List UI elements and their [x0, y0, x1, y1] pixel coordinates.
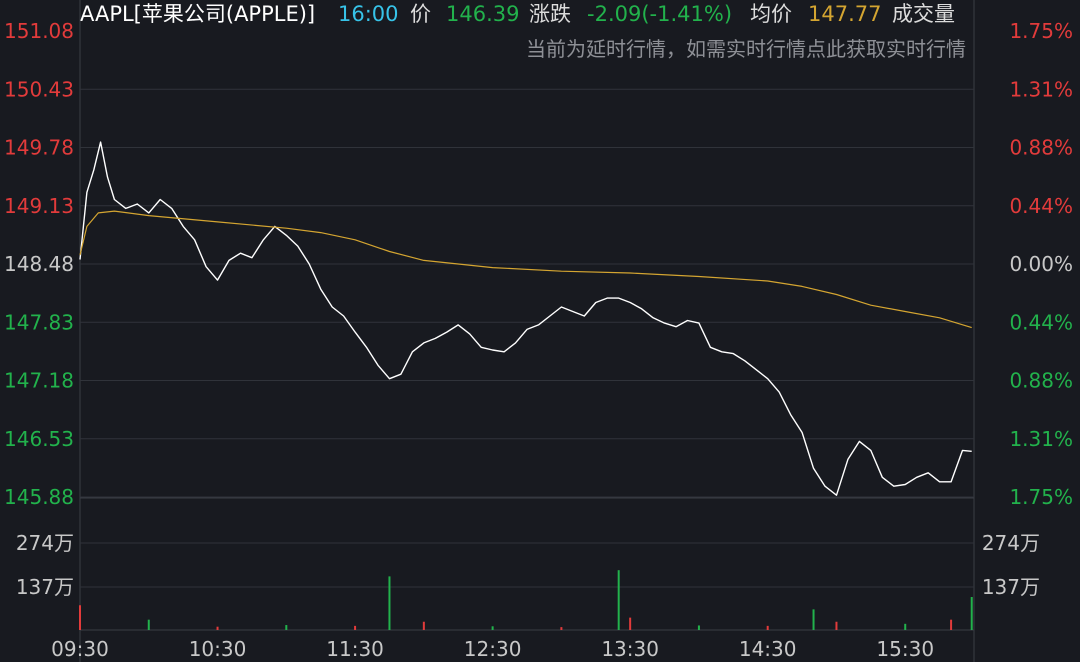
- volume-bar: [560, 627, 563, 630]
- change-label: 涨跌: [529, 2, 571, 26]
- volume-bar: [617, 570, 620, 630]
- price-label: 价: [410, 2, 431, 26]
- price-tick-label: 149.78: [4, 136, 74, 160]
- time-tick-label: 09:30: [51, 637, 109, 661]
- volume-bar: [422, 621, 425, 630]
- volume-bar: [147, 619, 150, 630]
- price-tick-label: 150.43: [4, 77, 74, 101]
- time-tick-label: 13:30: [601, 637, 659, 661]
- price-tick-label: 147.18: [4, 369, 74, 393]
- volume-label: 成交量: [892, 2, 955, 26]
- volume-bar: [629, 617, 632, 630]
- volume-bar: [904, 623, 907, 630]
- price-tick-label: 147.83: [4, 310, 74, 334]
- percent-tick-label: 1.75%: [1009, 485, 1073, 509]
- average-label: 均价: [750, 2, 792, 26]
- volume-tick-label: 274万: [16, 531, 74, 555]
- percent-tick-label: 1.31%: [1009, 77, 1073, 101]
- percent-tick-label: 1.75%: [1009, 19, 1073, 43]
- volume-bar: [354, 625, 357, 630]
- percent-tick-label: 1.31%: [1009, 427, 1073, 451]
- volume-bar: [285, 625, 288, 630]
- volume-bar: [79, 605, 81, 630]
- volume-bar: [970, 597, 973, 630]
- time-tick-label: 11:30: [326, 637, 384, 661]
- delayed-quote-notice[interactable]: 当前为延时行情，如需实时行情点此获取实时行情: [526, 37, 966, 61]
- volume-bar: [388, 576, 391, 630]
- price-change: -2.09(-1.41%): [587, 2, 733, 26]
- percent-tick-label: 0.44%: [1009, 194, 1073, 218]
- time-tick-label: 15:30: [876, 637, 934, 661]
- quote-time: 16:00: [338, 2, 399, 26]
- price-tick-label: 148.48: [4, 252, 74, 276]
- quote-header: AAPL[苹果公司(APPLE)] 16:00 价 146.39 涨跌 -2.0…: [0, 0, 1080, 28]
- time-tick-label: 10:30: [189, 637, 247, 661]
- price-tick-label: 149.13: [4, 194, 74, 218]
- price-tick-label: 151.08: [4, 19, 74, 43]
- percent-tick-label: 0.88%: [1009, 369, 1073, 393]
- time-tick-label: 14:30: [739, 637, 797, 661]
- volume-bar: [812, 609, 815, 630]
- percent-tick-label: 0.44%: [1009, 310, 1073, 334]
- volume-bar: [697, 625, 700, 630]
- stock-title: AAPL[苹果公司(APPLE)]: [80, 2, 316, 26]
- price-series-line: [79, 141, 972, 496]
- percent-tick-label: 0.88%: [1009, 136, 1073, 160]
- volume-bar: [491, 626, 494, 630]
- price-tick-label: 146.53: [4, 427, 74, 451]
- volume-tick-label: 137万: [16, 575, 74, 599]
- volume-tick-label-right: 137万: [982, 575, 1040, 599]
- price-tick-label: 145.88: [4, 485, 74, 509]
- volume-bar: [216, 626, 219, 630]
- average-price: 147.77: [808, 2, 882, 26]
- volume-bar: [766, 625, 769, 630]
- percent-tick-label: 0.00%: [1009, 252, 1073, 276]
- volume-bar: [835, 621, 838, 630]
- time-tick-label: 12:30: [464, 637, 522, 661]
- volume-tick-label-right: 274万: [982, 531, 1040, 555]
- last-price: 146.39: [446, 2, 520, 26]
- volume-bar: [950, 619, 953, 630]
- average-price-line: [79, 210, 972, 329]
